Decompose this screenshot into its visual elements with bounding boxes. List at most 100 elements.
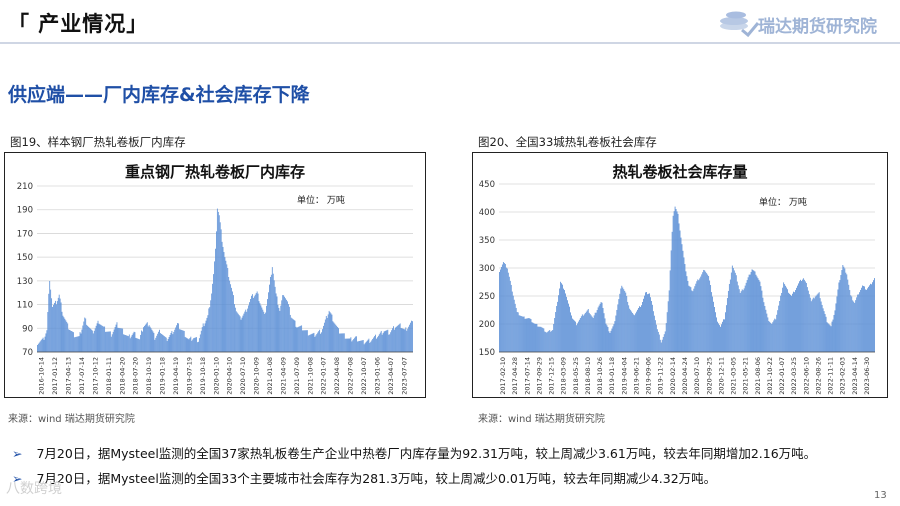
bar [796,287,797,352]
bar [193,338,195,352]
bar [218,215,220,352]
bar [745,282,747,352]
bar [771,324,773,352]
bar [394,329,395,352]
bar [198,338,200,352]
bar [651,304,653,352]
bar [499,269,501,352]
bar [263,311,265,352]
bar [167,339,169,352]
bar [276,296,278,352]
bar [829,325,831,352]
bar [184,336,186,352]
bar [615,315,617,352]
x-tick-label: 2017-12-15 [548,357,556,395]
bar [769,321,771,352]
source-note-2: 来源：wind 瑞达期货研究院 [478,414,605,425]
bar [235,311,237,352]
bar [618,299,620,352]
bar [87,325,89,352]
bar [323,322,325,352]
bar [161,333,162,352]
bar [795,290,796,352]
bar [846,274,848,352]
bar [271,267,273,352]
bar [316,334,318,352]
bar [874,278,875,352]
bar [395,326,397,352]
bar [152,331,154,352]
bar [585,311,587,352]
bar [267,299,268,352]
bar [527,318,529,352]
bar [529,318,531,352]
bar [260,305,262,352]
bar [533,323,535,352]
bar [243,313,245,352]
bar [871,284,872,352]
bar [555,312,557,352]
bar [98,323,100,352]
bar [655,324,657,352]
bar [386,330,388,352]
bar [726,298,728,352]
bar [631,311,633,352]
bar [126,335,127,352]
bar [842,265,844,352]
bar [363,344,365,352]
bar [727,290,729,352]
bar [375,334,376,352]
bar [709,280,711,352]
bar [806,287,808,352]
bar [802,278,804,352]
bar [562,284,563,352]
bar [194,337,196,352]
bar [774,318,776,352]
bar [746,280,748,352]
bar [206,317,208,352]
bar [63,317,65,352]
bullet-text-2: 7月20日，据Mysteel监测的全国33个主要城市社会库存为281.3万吨，较… [36,471,717,486]
bar [93,330,95,352]
bar [261,307,263,352]
bar [196,337,197,352]
bar [775,319,777,352]
y-tick-label: 450 [479,180,495,190]
bar [328,310,330,352]
bar [707,274,709,352]
bar [862,285,864,352]
bar [289,314,291,352]
x-tick-label: 2019-10-18 [199,357,207,395]
bar [251,294,253,352]
bar [719,325,720,352]
bar [136,338,138,352]
bar [575,325,577,352]
bar [548,330,550,352]
bar [294,320,296,352]
bar [310,334,312,352]
bar [625,292,627,352]
bar [760,286,762,352]
bar [705,271,707,352]
bar [721,324,722,352]
bar [564,290,565,352]
bar [284,296,285,352]
bar [674,206,676,352]
bar [230,284,232,352]
bar [861,287,863,352]
bar [757,278,759,352]
bar [330,313,332,352]
bar [860,289,862,352]
bar [561,283,563,352]
bar [692,291,694,352]
bar [173,331,175,352]
bar [324,319,326,352]
bar [122,328,124,352]
bar [679,230,681,352]
bar [42,337,44,352]
bar [646,292,647,352]
bar [208,308,210,352]
bar [752,270,754,352]
bar [574,320,575,352]
bar [156,335,158,352]
